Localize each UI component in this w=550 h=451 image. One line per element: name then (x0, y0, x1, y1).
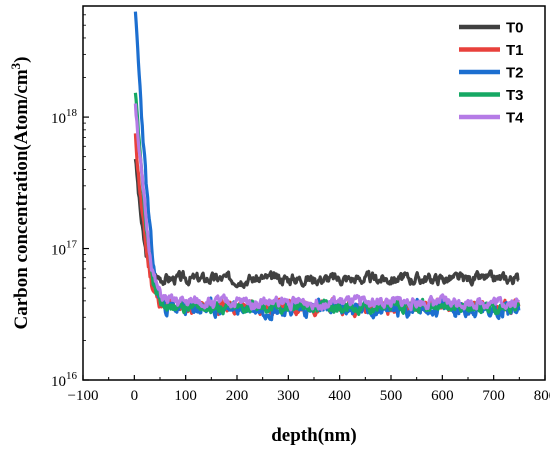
x-tick-label: 0 (131, 388, 139, 404)
series-line-t1 (133, 133, 521, 319)
legend-label-t3: T3 (506, 87, 524, 104)
y-axis: 1016 1017 1018 (51, 5, 89, 390)
x-tick-label: 100 (174, 388, 197, 404)
plot-lines (133, 11, 521, 322)
x-tick-label: 500 (380, 388, 403, 404)
legend-label-t4: T4 (506, 110, 524, 127)
legend-label-t1: T1 (506, 42, 524, 59)
y-axis-title-main: Carbon concentration(Atom/cm (11, 69, 32, 329)
x-tick-label: 700 (482, 388, 505, 404)
x-tick-label: 800 (534, 388, 550, 404)
series-line-t4 (133, 103, 521, 312)
legend-label-t2: T2 (506, 65, 524, 82)
legend: T0 T1 T2 T3 T4 (459, 20, 524, 127)
x-tick-label: 200 (226, 388, 249, 404)
y-tick-label: 1016 (51, 370, 78, 390)
y-axis-title-superscript: 3 (8, 62, 23, 69)
y-tick-label: 1017 (51, 239, 78, 259)
x-tick-label: 300 (277, 388, 300, 404)
y-tick-label: 1018 (51, 107, 78, 127)
y-axis-title-close: ) (11, 57, 32, 63)
series-line-t0 (133, 158, 520, 289)
plot-frame (82, 5, 546, 381)
legend-label-t0: T0 (506, 20, 524, 37)
y-axis-title: Carbon concentration(Atom/cm3) (8, 57, 32, 330)
x-axis: −100 0 100 200 300 400 500 600 700 800 (68, 375, 550, 404)
x-tick-label: 600 (431, 388, 454, 404)
x-axis-title: depth(nm) (271, 425, 357, 446)
x-tick-label: −100 (68, 388, 99, 404)
x-tick-label: 400 (328, 388, 351, 404)
